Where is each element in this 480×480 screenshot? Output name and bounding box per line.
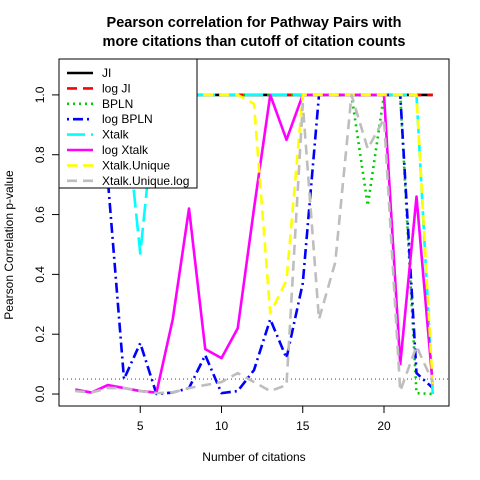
legend-label-3: log BPLN: [102, 112, 153, 126]
legend-label-7: Xtalk.Unique.log: [102, 174, 189, 188]
chart-title-line2: more citations than cutoff of citation c…: [103, 34, 406, 50]
series-line-5: [75, 93, 435, 394]
x-axis-label: Number of citations: [202, 450, 305, 464]
series-line-6: [75, 93, 435, 386]
x-tick-label-3: 20: [377, 419, 391, 433]
legend-label-1: log JI: [102, 81, 131, 95]
x-tick-label-2: 15: [296, 419, 310, 433]
x-tick-label-1: 10: [215, 419, 229, 433]
legend-label-5: log Xtalk: [102, 143, 149, 157]
y-tick-label-3: 0.6: [33, 206, 47, 223]
y-axis-label: Pearson Correlation p-value: [2, 170, 16, 320]
legend-label-2: BPLN: [102, 97, 133, 111]
axis-layer: 5 10 15 20 0.0 0.2 0.4 0.6 0.8 1.0: [33, 86, 391, 433]
legend-box: [58, 58, 198, 189]
series-layer: [75, 93, 435, 396]
y-tick-label-0: 0.0: [33, 385, 47, 402]
legend-label-4: Xtalk: [102, 128, 130, 142]
y-tick-label-4: 0.8: [33, 146, 47, 163]
legend-label-6: Xtalk.Unique: [102, 158, 170, 172]
y-tick-label-1: 0.2: [33, 326, 47, 343]
chart-title-line1: Pearson correlation for Pathway Pairs wi…: [107, 15, 402, 31]
series-line-7: [75, 93, 434, 395]
legend-label-0: JI: [102, 66, 111, 80]
series-line-3: [75, 93, 434, 396]
y-tick-label-5: 1.0: [33, 86, 47, 103]
x-tick-label-0: 5: [137, 419, 144, 433]
y-tick-label-2: 0.4: [33, 266, 47, 283]
